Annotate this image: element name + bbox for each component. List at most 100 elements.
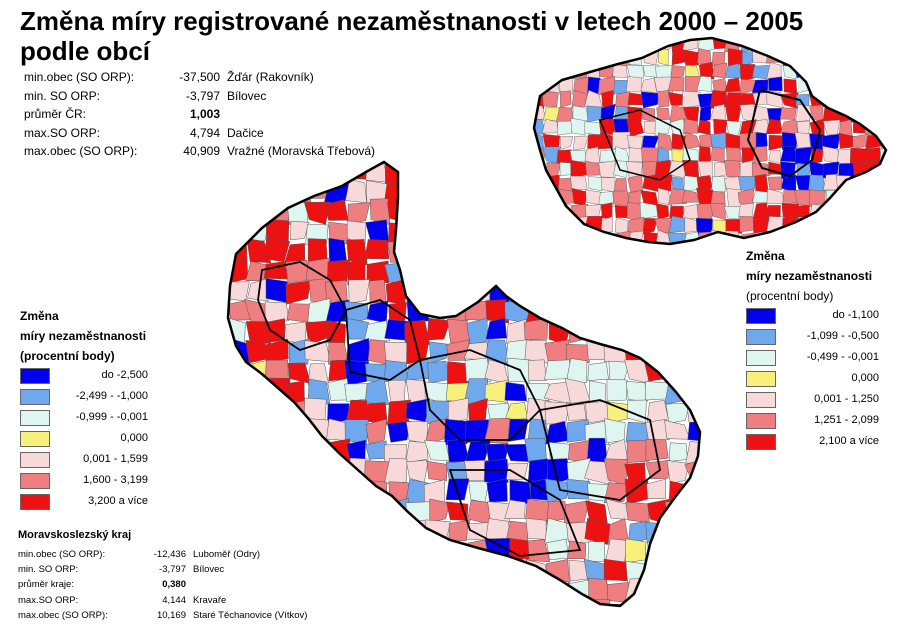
legend-item: 0,001 - 1,250 [746,390,896,411]
municipality-area [427,280,451,302]
legend-swatch [20,389,50,405]
region-stat-row: min.obec (SO ORP): -12,436 Luboměř (Odry… [18,547,338,562]
municipality-area [754,174,769,193]
municipality-area [228,421,249,441]
municipality-area [796,120,810,136]
municipality-area [384,579,410,606]
municipality-area [665,402,691,424]
municipality-area [444,599,468,606]
municipality-area [483,417,510,444]
municipality-area [264,301,290,324]
legend-title: (procentní body) [20,349,115,363]
municipality-area [367,522,392,546]
municipality-area [668,215,687,233]
municipality-area [286,458,311,486]
municipality-area [566,478,591,500]
municipality-area [565,259,588,281]
municipality-area [767,38,783,52]
stat-value: -3,797 [159,564,186,576]
municipality-area [383,457,408,485]
municipality-area [244,218,270,243]
municipality-area [738,202,755,218]
municipality-area [642,247,658,262]
municipality-area [403,519,429,542]
municipality-area [626,439,650,463]
municipality-area [534,48,545,66]
municipality-area [604,418,626,444]
municipality-area [424,199,451,223]
municipality-area [286,162,308,185]
municipality-area [584,38,603,53]
cr-stat-row: min.obec (SO ORP): -37,500 Žďár (Rakovní… [24,68,384,87]
municipality-area [668,188,687,205]
municipality-area [725,63,742,79]
municipality-area [546,300,571,322]
municipality-area [588,577,611,601]
municipality-area [404,262,430,285]
municipality-area [698,146,712,165]
municipality-area [345,578,371,603]
municipality-area [742,51,754,67]
municipality-area [485,317,508,340]
legend-item: do -2,500 [20,366,180,387]
municipality-area [504,499,526,519]
municipality-area [877,80,886,95]
municipality-area [424,558,447,584]
municipality-area [546,538,569,561]
municipality-area [483,217,510,239]
municipality-area [465,260,488,286]
municipality-area [344,317,369,340]
municipality-area [850,38,869,49]
municipality-area [821,133,841,151]
municipality-area [468,562,492,581]
municipality-area [526,257,547,285]
municipality-area [327,478,351,504]
municipality-area [606,401,630,424]
municipality-area [406,241,427,262]
municipality-area [655,203,670,221]
municipality-area [739,215,756,233]
municipality-area [446,501,469,521]
municipality-area [586,246,601,263]
municipality-area [796,232,812,244]
municipality-area [544,478,570,503]
legend-swatch [746,371,776,387]
municipality-area [726,120,742,137]
municipality-area [534,217,548,232]
municipality-area [685,441,700,465]
municipality-area [822,119,841,136]
legend-item: 0,000 [746,369,896,390]
municipality-area [305,461,327,486]
municipality-area [466,317,488,345]
municipality-area [682,49,700,66]
municipality-area [850,75,868,93]
municipality-area [654,218,673,234]
legend-swatch [746,308,776,324]
municipality-area [328,359,347,382]
municipality-area [710,176,726,193]
municipality-area [424,418,448,445]
municipality-area [364,377,390,406]
municipality-area [689,282,700,303]
so-orp-border [448,469,582,557]
municipality-area [345,483,369,503]
municipality-area [365,219,389,243]
municipality-area [348,600,371,606]
municipality-area [752,146,768,164]
municipality-area [386,522,408,543]
municipality-area [487,262,508,285]
municipality-area [507,220,532,241]
municipality-area [483,560,511,585]
municipality-area [864,38,880,52]
municipality-area [427,600,450,606]
municipality-area [710,146,725,163]
municipality-area [698,133,713,149]
municipality-area [228,162,251,185]
municipality-area [645,459,671,480]
municipality-area [836,38,855,52]
municipality-area [467,499,491,525]
municipality-area [607,321,628,342]
municipality-area [645,278,671,305]
municipality-area [612,131,631,150]
municipality-area [405,540,431,562]
